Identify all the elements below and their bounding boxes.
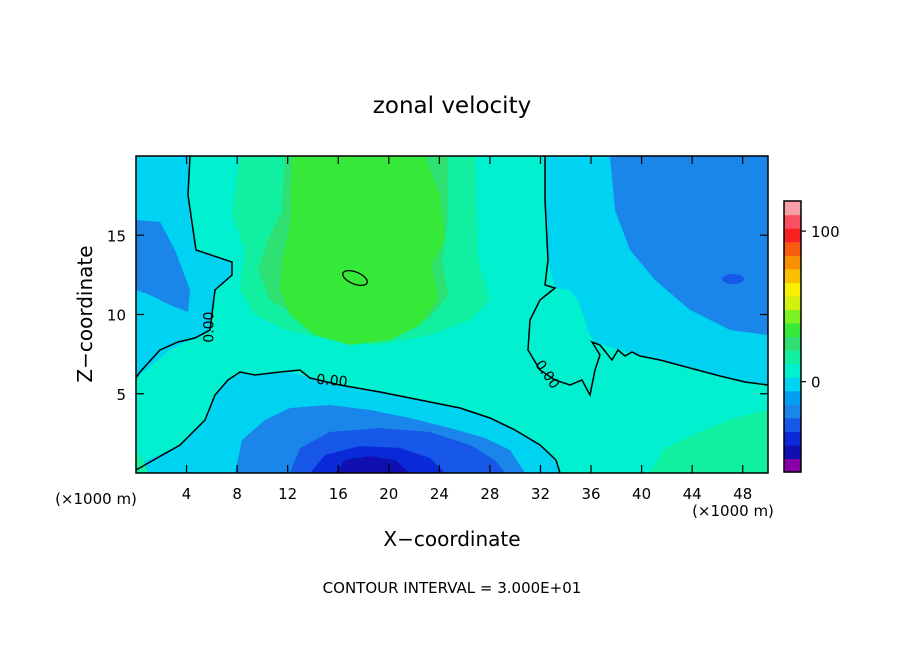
contour-label: 0.00 (316, 372, 348, 391)
colorbar-swatch (784, 282, 801, 297)
colorbar-swatch (784, 350, 801, 365)
colorbar-swatch (784, 458, 801, 473)
x-tick-label: 16 (329, 485, 348, 503)
colorbar-swatch (784, 241, 801, 256)
colorbar-swatch (784, 431, 801, 446)
chart-title: zonal velocity (373, 93, 531, 119)
x-tick-label: 4 (182, 485, 192, 503)
x-tick-label: 44 (683, 485, 702, 503)
left-blue-patch (136, 220, 190, 312)
x-unit-left: (×1000 m) (55, 490, 137, 508)
colorbar-frame (783, 200, 802, 473)
x-tick-label: 20 (379, 485, 398, 503)
right-blue-spot (722, 274, 744, 284)
colorbar-swatch (784, 390, 801, 405)
contour-interval-note: CONTOUR INTERVAL = 3.000E+01 (323, 579, 582, 597)
x-unit-right: (×1000 m) (692, 502, 774, 520)
y-tick-label: 15 (107, 227, 126, 245)
bottom-core-blue (335, 456, 410, 473)
contour-line-center (136, 369, 561, 473)
colorbar-swatch (784, 309, 801, 324)
y-tick-label: 5 (116, 386, 126, 404)
x-tick-label: 24 (430, 485, 449, 503)
y-axis-label: Z−coordinate (73, 245, 97, 382)
colorbar: 100 0 (783, 200, 840, 473)
green-plume-core (280, 156, 445, 345)
colorbar-swatch (784, 404, 801, 419)
colorbar-swatch (784, 444, 801, 460)
contour-line-right (527, 156, 768, 398)
contour-label: 0.00 (201, 312, 217, 343)
bottom-left-green (136, 450, 148, 473)
colorbar-swatch (784, 268, 801, 283)
colorbar-swatch (784, 336, 801, 351)
y-axis: 5 10 15 (107, 227, 768, 404)
x-axis: 4 8 12 16 20 24 28 32 36 40 44 48 (182, 156, 752, 503)
x-axis-label: X−coordinate (383, 527, 520, 551)
plot-area: 0.000.00 0.00 (136, 156, 768, 473)
right-blue-region (610, 156, 768, 335)
x-tick-label: 36 (581, 485, 600, 503)
colorbar-swatch (784, 255, 801, 270)
colorbar-swatch (784, 201, 801, 216)
colorbar-swatch (784, 228, 801, 243)
bottom-right-green (650, 410, 768, 473)
colorbar-swatch (784, 295, 801, 310)
colorbar-swatch (784, 322, 801, 338)
colorbar-tick-label: 100 (811, 223, 840, 241)
contour-line-left (136, 156, 233, 379)
colorbar-swatch (784, 417, 801, 432)
colorbar-swatch (784, 377, 801, 392)
x-tick-label: 32 (531, 485, 550, 503)
y-tick-label: 10 (107, 307, 126, 325)
colorbar-swatch (784, 363, 801, 378)
contour-loop (342, 269, 368, 287)
x-tick-label: 40 (632, 485, 651, 503)
colorbar-tick-label: 0 (811, 374, 821, 392)
colorbar-swatch (784, 214, 801, 229)
x-tick-label: 28 (480, 485, 499, 503)
x-tick-label: 12 (278, 485, 297, 503)
x-tick-label: 8 (232, 485, 242, 503)
x-tick-label: 48 (733, 485, 752, 503)
left-light-blue-region (136, 156, 232, 378)
